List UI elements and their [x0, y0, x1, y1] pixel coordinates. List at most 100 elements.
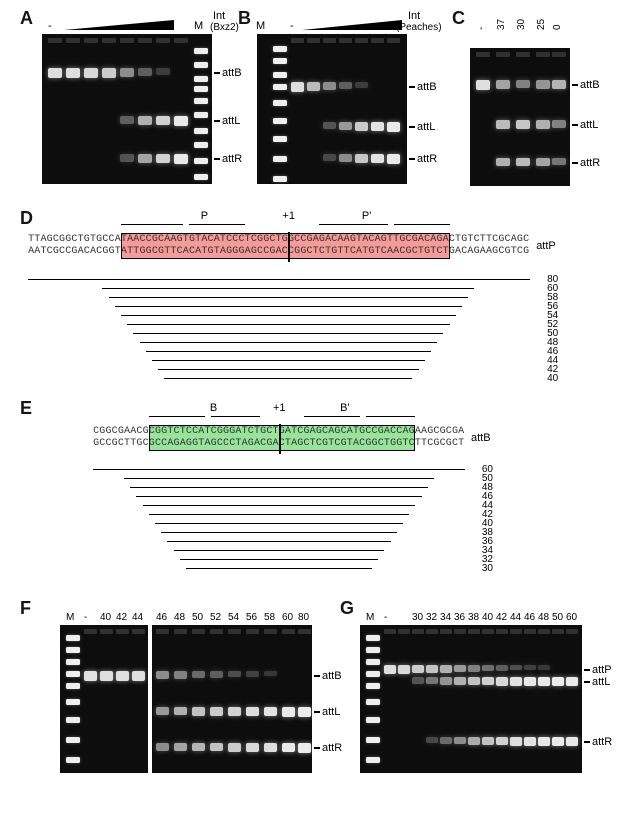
tick — [572, 84, 578, 86]
seqE-Bprime-label: B' — [340, 402, 349, 414]
gelF-lane-42: 42 — [116, 612, 127, 623]
seqD-site: attP — [536, 240, 556, 252]
gelC-lane-25: 25 — [536, 19, 547, 30]
gelG-lane-42: 42 — [496, 612, 507, 623]
gelB-dash: - — [290, 20, 294, 32]
gelB-Int: Int — [408, 10, 420, 22]
band-label-attL: attL — [417, 121, 435, 133]
panel-A: A — [20, 8, 33, 29]
band-label-attR: attR — [417, 153, 437, 165]
gelB-wedge-icon — [302, 18, 402, 32]
seqD-bottom: AATCGCCGACACGGTATTGGCGTTCACATGTAGGGAGCCG… — [28, 246, 529, 258]
gelF-lane-52: 52 — [210, 612, 221, 623]
gelF-lane-48: 48 — [174, 612, 185, 623]
gelF-lane-40: 40 — [100, 612, 111, 623]
gelA-Int: Int — [213, 10, 225, 22]
ladder — [66, 625, 80, 773]
gelG-lane-34: 34 — [440, 612, 451, 623]
gelG-lane-40: 40 — [482, 612, 493, 623]
ladder — [273, 34, 287, 184]
gelG-lane-44: 44 — [510, 612, 521, 623]
ladder — [194, 34, 208, 184]
band-label-attL: attL — [580, 119, 598, 131]
panel-D: D — [20, 208, 33, 229]
tick — [314, 711, 320, 713]
seqD-crossover-mark — [288, 232, 290, 262]
ladder — [366, 625, 380, 773]
gelF-lane-60: 60 — [282, 612, 293, 623]
tick — [409, 158, 415, 160]
gelF-lane-58: 58 — [264, 612, 275, 623]
gelF-lane-44: 44 — [132, 612, 143, 623]
seqD-frag-len-40: 40 — [534, 373, 558, 384]
gelG-lane-32: 32 — [426, 612, 437, 623]
band-label-attB: attB — [580, 79, 600, 91]
gelC-lane-37: 37 — [496, 19, 507, 30]
gelG-lane-60: 60 — [566, 612, 577, 623]
seqE-plus1: +1 — [273, 402, 286, 414]
band-label-attB: attB — [322, 670, 342, 682]
band-label-attR: attR — [580, 157, 600, 169]
tick — [214, 120, 220, 122]
gelA-int-sub: (Bxz2) — [210, 22, 239, 33]
tick — [584, 741, 590, 743]
gelG-lane-38: 38 — [468, 612, 479, 623]
tick — [214, 72, 220, 74]
gelA-dash: - — [48, 20, 52, 32]
gelF-lane-46: 46 — [156, 612, 167, 623]
gelA-wedge-icon — [64, 18, 174, 32]
tick — [584, 669, 590, 671]
seqD-Pprime-label: P' — [362, 210, 371, 222]
band-label-attR: attR — [592, 736, 612, 748]
panel-E: E — [20, 398, 32, 419]
gel-G — [360, 625, 582, 773]
gelG-lane-48: 48 — [538, 612, 549, 623]
seqD-P-label: P — [201, 210, 208, 222]
gel-B — [257, 34, 407, 184]
gelG-lane-30: 30 — [412, 612, 423, 623]
gelF-lane-80: 80 — [298, 612, 309, 623]
tick — [409, 86, 415, 88]
band-label-attP: attP — [592, 664, 612, 676]
gelC-lane-30: 30 — [516, 19, 527, 30]
gelB-M: M — [256, 20, 265, 32]
panel-C: C — [452, 8, 465, 29]
seqD-top: TTAGCGGCTGTGCCATAACCGCAAGTGTACATCCCTCGGC… — [28, 234, 529, 246]
panel-G: G — [340, 598, 354, 619]
seqE-B-label: B — [210, 402, 217, 414]
seqE-crossover-mark — [279, 424, 281, 454]
gelF-lane-56: 56 — [246, 612, 257, 623]
gelG-lane-46: 46 — [524, 612, 535, 623]
tick — [572, 124, 578, 126]
tick — [314, 747, 320, 749]
gelG-lane--: - — [384, 612, 387, 623]
panel-B: B — [238, 8, 251, 29]
band-label-attL: attL — [322, 706, 340, 718]
band-label-attB: attB — [222, 67, 242, 79]
band-label-attB: attB — [417, 81, 437, 93]
seqD-plus1: +1 — [282, 210, 295, 222]
seqE-frag-len-30: 30 — [469, 563, 493, 574]
tick — [572, 162, 578, 164]
band-label-attL: attL — [222, 115, 240, 127]
seqE-site: attB — [471, 432, 491, 444]
gelF-lane-54: 54 — [228, 612, 239, 623]
gel-A — [42, 34, 212, 184]
gelG-lane-M: M — [366, 612, 374, 623]
gelF-lane-M: M — [66, 612, 74, 623]
tick — [584, 681, 590, 683]
tick — [314, 675, 320, 677]
gelG-lane-36: 36 — [454, 612, 465, 623]
gelF-lane-50: 50 — [192, 612, 203, 623]
gelC-lane-0: 0 — [552, 24, 563, 30]
gelG-lane-50: 50 — [552, 612, 563, 623]
gelC-lane--: - — [476, 27, 487, 30]
gel-F-right — [152, 625, 312, 773]
band-label-attR: attR — [222, 153, 242, 165]
gelA-M: M — [194, 20, 203, 32]
tick — [409, 126, 415, 128]
tick — [214, 158, 220, 160]
gelF-lane--: - — [84, 612, 87, 623]
gelB-int-sub: (Peaches) — [396, 22, 442, 33]
panel-F: F — [20, 598, 31, 619]
